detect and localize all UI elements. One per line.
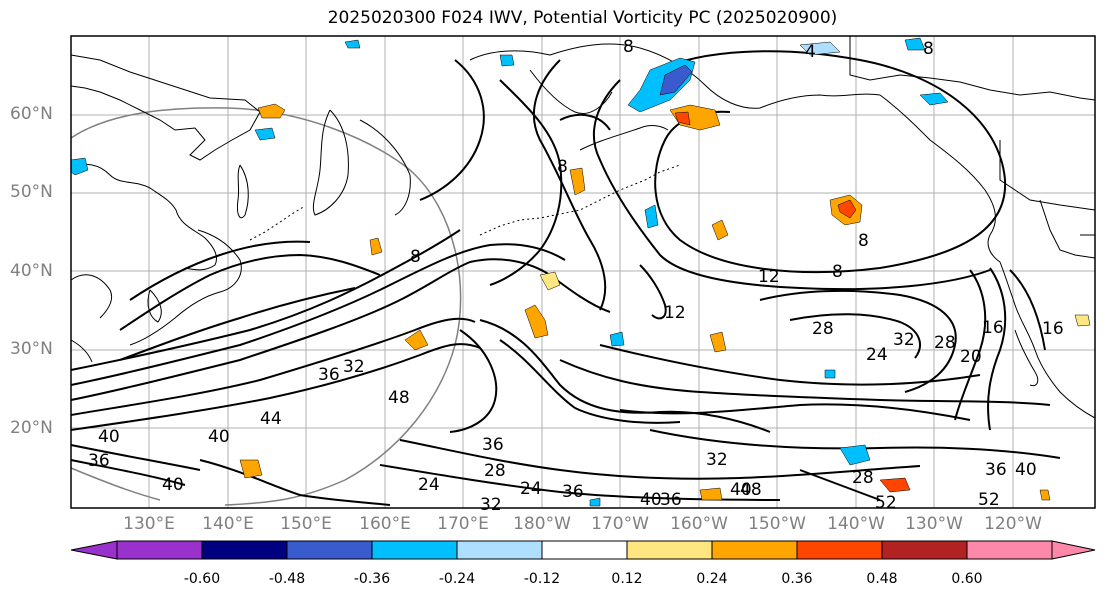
contour-label: 36 — [660, 490, 682, 510]
contour-label: 40 — [208, 427, 230, 447]
contour-labels: 8 4 8 8 8 12 12 8 8 28 32 24 28 20 16 16… — [88, 37, 1064, 515]
contour-label: 28 — [934, 333, 956, 353]
contour-label: 48 — [740, 480, 762, 500]
contour-label: 12 — [758, 267, 780, 287]
contour-label: 36 — [88, 451, 110, 471]
contour-label: 4 — [805, 42, 816, 62]
colorbar-tick: 0.12 — [611, 571, 643, 587]
colorbar-tick: -0.36 — [353, 571, 391, 587]
colorbar-tick: -0.60 — [183, 571, 221, 587]
contour-label: 32 — [343, 357, 365, 377]
contour-label: 40 — [98, 427, 120, 447]
colorbar-tick: 0.60 — [951, 571, 983, 587]
colorbar-extend-high — [1051, 540, 1096, 560]
lon-label: 180°W — [513, 514, 571, 534]
lon-label: 130°W — [905, 514, 963, 534]
contour-label: 12 — [664, 303, 686, 323]
lon-label: 160°E — [359, 514, 411, 534]
colorbar-tick: 0.24 — [696, 571, 728, 587]
contour-label: 8 — [832, 262, 843, 282]
range-circle — [70, 107, 462, 506]
lat-label: 50°N — [10, 182, 53, 202]
contour-label: 8 — [923, 39, 934, 59]
lon-label: 140°E — [202, 514, 254, 534]
lat-label: 40°N — [10, 261, 53, 281]
colorbar-tick: 0.36 — [781, 571, 813, 587]
lat-label: 20°N — [10, 418, 53, 438]
lon-label: 160°W — [670, 514, 728, 534]
colorbar-tick: -0.24 — [438, 571, 476, 587]
iwv-contours — [70, 50, 1061, 506]
contour-label: 8 — [623, 37, 634, 57]
contour-label: 24 — [866, 345, 888, 365]
contour-label: 8 — [410, 247, 421, 267]
lon-label: 170°E — [437, 514, 489, 534]
contour-label: 24 — [520, 479, 542, 499]
lon-label: 150°E — [280, 514, 332, 534]
lon-label: 150°W — [748, 514, 806, 534]
lat-label: 30°N — [10, 339, 53, 359]
colorbar-tick: 0.48 — [866, 571, 898, 587]
contour-label: 24 — [418, 475, 440, 495]
contour-label: 40 — [162, 475, 184, 495]
contour-label: 48 — [388, 388, 410, 408]
contour-label: 40 — [640, 490, 662, 510]
contour-label: 52 — [875, 493, 897, 513]
colorbar-extend-low — [70, 540, 118, 560]
map-frame — [70, 35, 1096, 509]
contour-label: 36 — [562, 482, 584, 502]
contour-label: 28 — [812, 319, 834, 339]
coastlines — [70, 36, 1096, 419]
contour-label: 8 — [858, 231, 869, 251]
colorbar-tick: -0.48 — [268, 571, 306, 587]
lon-label: 140°W — [827, 514, 885, 534]
colorbar — [70, 540, 1096, 560]
lon-label: 130°E — [123, 514, 175, 534]
contour-label: 32 — [893, 330, 915, 350]
contour-label: 16 — [1042, 319, 1064, 339]
contour-label: 28 — [852, 468, 874, 488]
contour-label: 28 — [484, 461, 506, 481]
contour-label: 32 — [706, 450, 728, 470]
contour-label: 36 — [482, 435, 504, 455]
contour-label: 44 — [260, 409, 282, 429]
contour-label: 36 — [985, 460, 1007, 480]
contour-label: 52 — [978, 490, 1000, 510]
contour-label: 40 — [1015, 460, 1037, 480]
lon-label: 120°W — [984, 514, 1042, 534]
contour-label: 16 — [982, 318, 1004, 338]
colorbar-tick: -0.12 — [523, 571, 561, 587]
lon-label: 170°W — [591, 514, 649, 534]
map-title: 2025020300 F024 IWV, Potential Vorticity… — [327, 8, 838, 28]
contour-label: 40 — [730, 480, 752, 500]
pv-shading — [70, 37, 1091, 507]
contour-label: 20 — [960, 347, 982, 367]
contour-label: 36 — [318, 365, 340, 385]
contour-label: 32 — [480, 495, 502, 515]
contour-label: 8 — [557, 157, 568, 177]
lat-label: 60°N — [10, 104, 53, 124]
